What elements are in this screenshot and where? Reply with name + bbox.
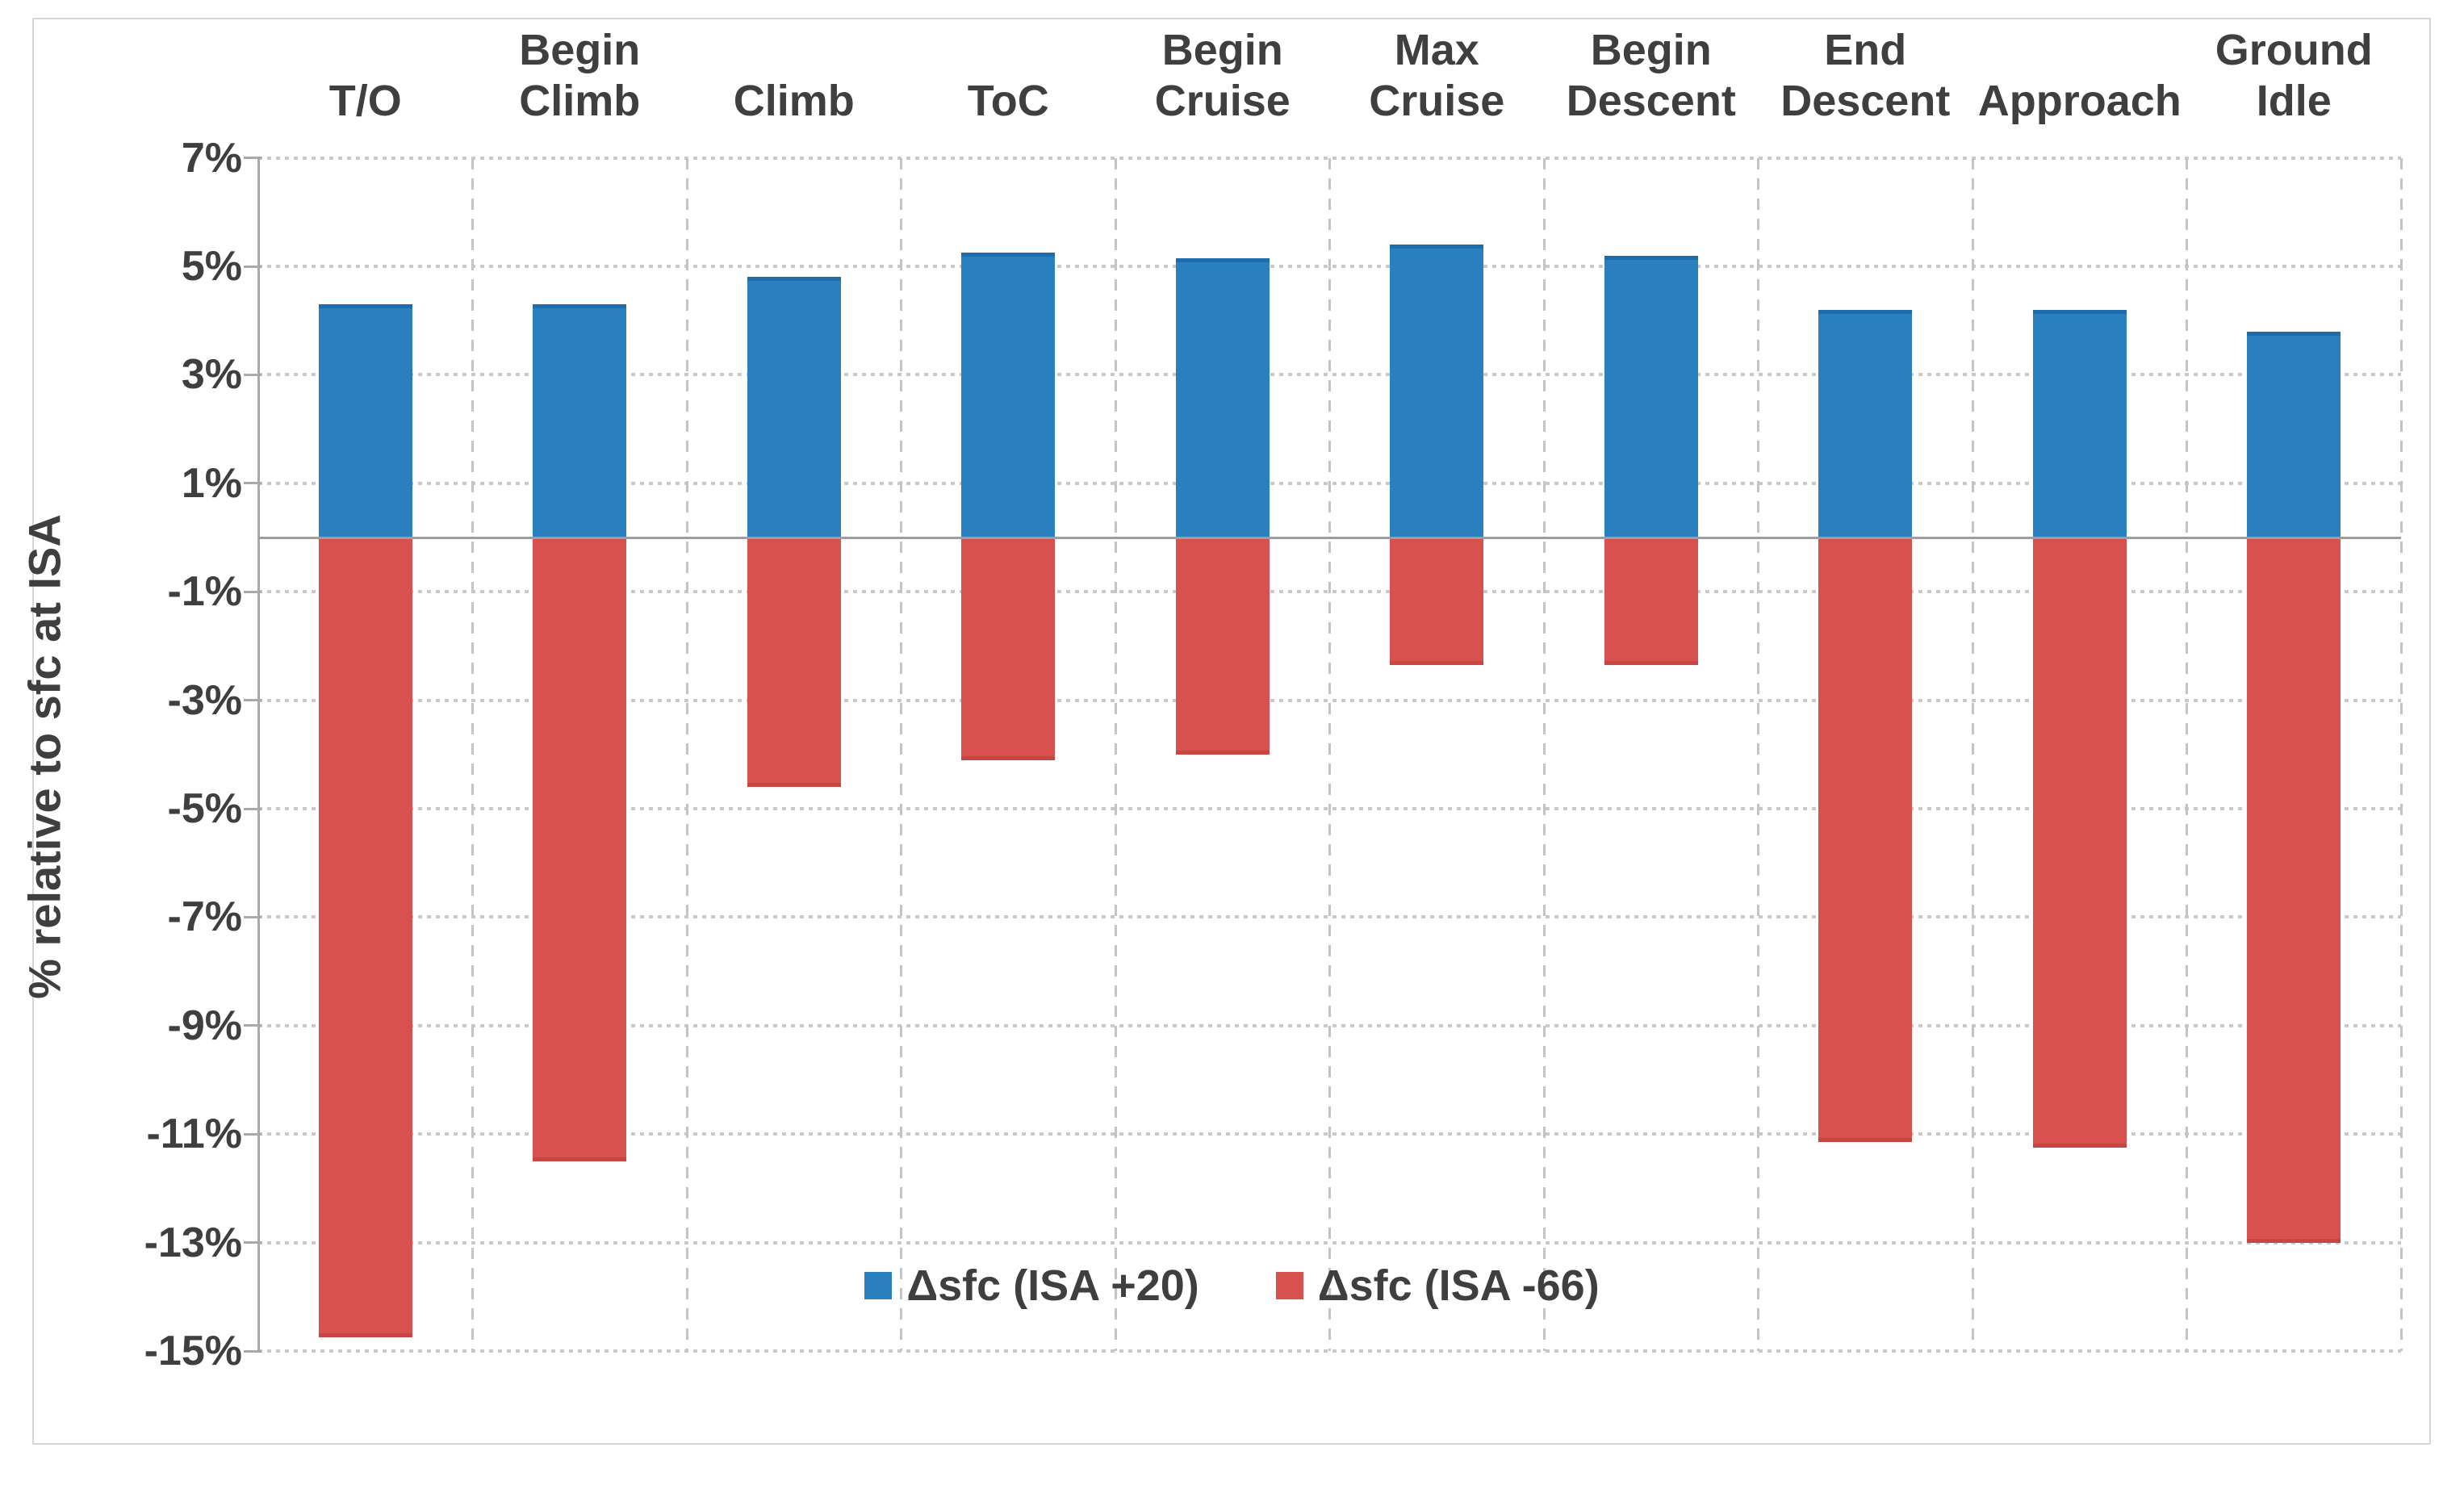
y-axis-line xyxy=(257,157,260,1351)
vertical-gridline xyxy=(1328,157,1331,1351)
bar-negative xyxy=(747,538,841,788)
y-tick-label: 1% xyxy=(181,459,242,507)
y-tick-label: -13% xyxy=(144,1219,242,1266)
vertical-gridline xyxy=(1971,157,1974,1351)
legend: Δsfc (ISA +20) Δsfc (ISA -66) xyxy=(0,1264,2464,1307)
bar-positive xyxy=(1175,257,1270,538)
bar-positive xyxy=(747,277,841,538)
bar-negative xyxy=(1390,538,1484,665)
y-axis-tick xyxy=(244,915,261,918)
bar-negative xyxy=(961,538,1056,760)
vertical-gridline xyxy=(900,157,902,1351)
vertical-gridline xyxy=(471,157,474,1351)
bar-negative xyxy=(2247,538,2341,1243)
y-tick-label: 5% xyxy=(181,243,242,290)
category-label: End Descent xyxy=(1780,25,1951,126)
vertical-gridline xyxy=(1757,157,1759,1351)
bar-negative xyxy=(318,538,412,1338)
legend-label: Δsfc (ISA -66) xyxy=(1317,1261,1600,1310)
y-axis-tick xyxy=(244,373,261,376)
category-label: Begin Climb xyxy=(519,25,641,126)
category-label: T/O xyxy=(328,77,402,126)
vertical-gridline xyxy=(1542,157,1546,1351)
category-label: Ground Idle xyxy=(2215,25,2373,126)
zero-line xyxy=(258,536,2401,539)
legend-item: Δsfc (ISA +20) xyxy=(864,1264,1199,1307)
y-tick-label: -9% xyxy=(167,1002,242,1049)
y-tick-label: -1% xyxy=(167,568,242,616)
bar-negative xyxy=(1175,538,1270,755)
category-label: Begin Cruise xyxy=(1154,25,1291,126)
y-tick-label: -7% xyxy=(167,893,242,941)
legend-item: Δsfc (ISA -66) xyxy=(1275,1261,1600,1310)
category-label: Begin Descent xyxy=(1566,25,1736,126)
y-tick-label: 7% xyxy=(181,134,242,182)
vertical-gridline xyxy=(2186,157,2188,1351)
y-axis-tick xyxy=(244,1349,261,1353)
y-axis-tick xyxy=(244,590,261,593)
y-axis-tick xyxy=(244,482,261,485)
bar-negative xyxy=(1604,538,1698,665)
y-axis-tick xyxy=(244,1132,261,1136)
bar-positive xyxy=(1390,245,1484,538)
legend-label: Δsfc (ISA +20) xyxy=(906,1261,1199,1310)
y-axis-tick xyxy=(244,699,261,702)
bar-negative xyxy=(2032,538,2127,1148)
category-label: Approach xyxy=(1977,77,2182,126)
y-axis-tick xyxy=(244,157,261,160)
bar-positive xyxy=(2032,309,2127,538)
bar-positive xyxy=(533,304,627,538)
bar-positive xyxy=(1604,255,1698,538)
bar-positive xyxy=(318,304,412,538)
y-tick-label: -15% xyxy=(144,1328,242,1374)
vertical-gridline xyxy=(1114,157,1117,1351)
y-tick-label: -11% xyxy=(146,1111,242,1158)
y-axis-tick xyxy=(244,1024,261,1027)
bar-positive xyxy=(2247,331,2341,538)
legend-swatch xyxy=(864,1272,893,1299)
y-tick-label: 3% xyxy=(181,351,242,399)
y-axis-tick xyxy=(244,1241,261,1244)
bar-negative xyxy=(533,538,627,1161)
vertical-gridline xyxy=(2399,157,2403,1351)
category-label: ToC xyxy=(967,77,1049,126)
horizontal-gridline xyxy=(258,1349,2401,1353)
legend-swatch xyxy=(1275,1272,1303,1299)
category-label: Climb xyxy=(733,77,855,126)
y-axis-tick xyxy=(244,807,261,810)
y-tick-label: -3% xyxy=(167,676,242,724)
bar-negative xyxy=(1818,538,1913,1143)
bar-positive xyxy=(1818,309,1913,538)
vertical-gridline xyxy=(685,157,688,1351)
y-tick-label: -5% xyxy=(167,785,242,832)
y-axis-tick xyxy=(244,265,261,268)
bar-positive xyxy=(961,253,1056,538)
category-label: Max Cruise xyxy=(1369,25,1505,126)
